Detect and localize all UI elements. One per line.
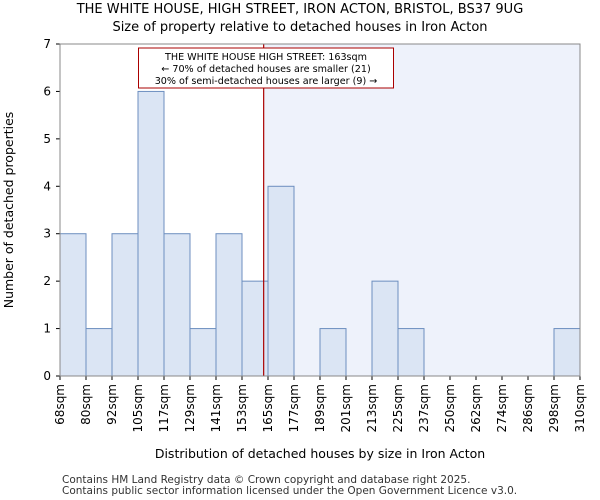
y-tick-label: 4 [43,179,51,193]
x-tick-label: 80sqm [79,384,93,425]
bar-189sqm [319,328,347,377]
y-tick-label: 0 [43,369,51,383]
bar-225sqm [397,328,425,377]
x-tick-label: 141sqm [209,384,223,432]
x-tick-label: 165sqm [261,384,275,432]
larger-region-shade [263,44,580,376]
annotation-line-3: 30% of semi-detached houses are larger (… [155,76,378,87]
x-tick-label: 68sqm [53,384,67,425]
x-tick-label: 286sqm [521,384,535,432]
x-tick-label: 310sqm [573,384,587,432]
x-axis-label: Distribution of detached houses by size … [155,446,485,461]
footer-copyright: Contains HM Land Registry data © Crown c… [62,474,471,486]
bar-129sqm [189,328,217,377]
x-tick-label: 153sqm [235,384,249,432]
y-tick-label: 2 [43,274,51,288]
y-tick-label: 3 [43,227,51,241]
bar-117sqm [163,233,191,377]
x-tick-label: 201sqm [339,384,353,432]
x-tick-label: 262sqm [469,384,483,432]
y-tick-label: 1 [43,322,51,336]
x-tick-label: 250sqm [443,384,457,432]
annotation-frame [138,47,394,89]
annotation-line-2: ← 70% of detached houses are smaller (21… [161,64,370,75]
y-axis-label: Number of detached properties [1,112,16,309]
bar-213sqm [371,280,399,377]
x-tick-label: 129sqm [183,384,197,432]
bar-68sqm [59,233,87,377]
x-tick-label: 117sqm [157,384,171,432]
annotation-box: THE WHITE HOUSE HIGH STREET: 163sqm ← 70… [138,47,394,89]
x-tick-label: 105sqm [131,384,145,432]
x-tick-label: 189sqm [313,384,327,432]
x-tick-label: 213sqm [365,384,379,432]
chart-title: THE WHITE HOUSE, HIGH STREET, IRON ACTON… [76,2,524,17]
y-tick-label: 5 [43,132,51,146]
x-tick-label: 298sqm [547,384,561,432]
x-tick-label: 92sqm [105,384,119,425]
bar-165sqm [267,185,295,377]
bar-105sqm [137,90,165,377]
x-tick-label: 225sqm [391,384,405,432]
bar-92sqm [111,233,139,377]
bar-80sqm [85,328,113,377]
y-tick-label: 6 [43,84,51,98]
x-tick-label: 237sqm [417,384,431,432]
chart-subtitle: Size of property relative to detached ho… [112,20,488,35]
plot-frame [59,43,581,377]
footer-licence: Contains public sector information licen… [62,485,518,497]
bar-298sqm [553,328,581,377]
annotation-line-1: THE WHITE HOUSE HIGH STREET: 163sqm [164,52,367,63]
x-tick-label: 177sqm [287,384,301,432]
x-tick-label: 274sqm [495,384,509,432]
y-tick-label: 7 [43,37,51,51]
bar-141sqm [215,233,243,377]
